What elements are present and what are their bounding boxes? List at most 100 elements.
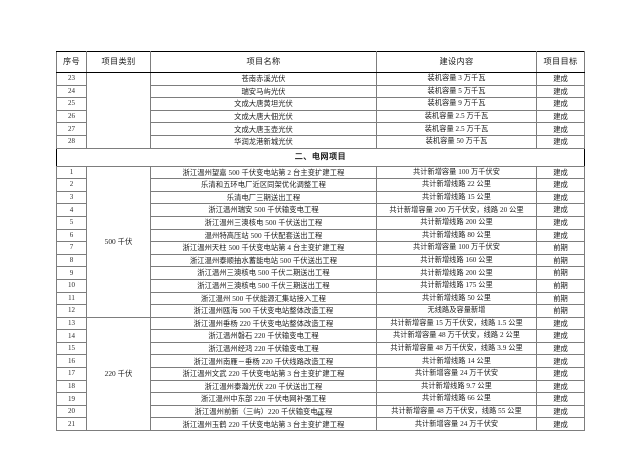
cell-project-goal: 建成 [536, 134, 585, 149]
cell-project-goal: 前期 [536, 241, 585, 255]
cell-construction-content: 装机容量 2.5 万千瓦 [376, 109, 537, 124]
cell-sequence: 11 [56, 291, 87, 306]
cell-project-goal: 建成 [536, 203, 585, 217]
cell-sequence: 21 [56, 417, 87, 432]
cell-sequence: 12 [56, 304, 87, 318]
cell-sequence: 8 [56, 253, 87, 268]
cell-sequence: 9 [56, 266, 87, 280]
cell-construction-content: 装机容量 3 万千瓦 [376, 72, 537, 86]
cell-project-name: 乐清和五环电厂近区同架优化调整工程 [150, 178, 377, 192]
cell-construction-content: 共计新增容量 100 万千伏安 [376, 165, 537, 180]
cell-sequence: 18 [56, 379, 87, 394]
cell-construction-content: 共计新增线路 9.7 公里 [376, 379, 537, 394]
cell-project-goal: 前期 [536, 266, 585, 280]
table-body: 23 苍南赤溪光伏 装机容量 3 万千瓦 建成 24 瑞安马屿光伏 装机容量 5 万千瓦 建成… [56, 72, 585, 432]
cell-project-name: 华润龙港新城光伏 [150, 134, 377, 149]
table-row: 13 220 千伏 浙江温州垂杨 220 千伏变电站整体改造工程 共计新增容量 15 … [56, 316, 585, 432]
column-header-construction-content: 建设内容 [376, 51, 537, 73]
cell-project-goal: 前期 [536, 304, 585, 318]
cell-project-goal: 建成 [536, 228, 585, 243]
table-row: 23 苍南赤溪光伏 装机容量 3 万千瓦 建成 [56, 72, 585, 149]
cell-project-name: 浙江温州南雁－垂杨 220 千伏线路改造工程 [150, 354, 377, 369]
table-row: 5 浙江温州三澳核电 500 千伏送出工程 共计新增线路 200 公里 建成 [56, 215, 585, 230]
cell-construction-content: 共计新增容量 15 万千伏安，线路 1.5 公里 [376, 316, 537, 331]
cell-project-goal: 建成 [536, 109, 585, 124]
cell-project-goal: 建成 [536, 316, 585, 331]
cell-project-goal: 建成 [536, 165, 585, 180]
cell-project-name: 浙江温州三澳核电 500 千伏二期送出工程 [150, 266, 377, 280]
cell-project-name: 文成大唐大佃光伏 [150, 109, 377, 124]
cell-construction-content: 共计新增线路 66 公里 [376, 392, 537, 406]
cell-project-goal: 建成 [536, 417, 585, 432]
cell-construction-content: 共计新增容量 24 万千伏安 [376, 417, 537, 432]
cell-project-goal: 建成 [536, 122, 585, 136]
table-row: 21 浙江温州玉鹤 220 千伏变电站第 3 台主变扩建工程 共计新增容量 24 万… [56, 417, 585, 432]
cell-construction-content: 共计新增线路 22 公里 [376, 178, 537, 192]
cell-project-name: 浙江温州文武 220 千伏变电站第 3 台主变扩建工程 [150, 367, 377, 381]
cell-sequence: 4 [56, 203, 87, 217]
cell-project-goal: 建成 [536, 367, 585, 381]
table-row: 12 浙江温州瓯海 500 千伏变电站整体改造工程 无线路及容量新增 前期 [56, 304, 585, 318]
cell-project-goal: 建成 [536, 379, 585, 394]
cell-construction-content: 共计新增容量 48 万千伏安，线路 3.9 公里 [376, 341, 537, 356]
column-header-project-name: 项目名称 [150, 51, 377, 73]
cell-project-name: 温州特高压站 500 千伏配套送出工程 [150, 228, 377, 243]
cell-project-goal: 建成 [536, 84, 585, 99]
cell-project-name: 浙江温州垂杨 220 千伏变电站整体改造工程 [150, 316, 377, 331]
cell-sequence: 28 [56, 134, 87, 149]
table-row: 8 浙江温州泰顺抽水蓄能电站 500 千伏送出工程 共计新增线路 160 公里 前期 [56, 253, 585, 268]
cell-sequence: 3 [56, 190, 87, 205]
cell-project-goal: 建成 [536, 190, 585, 205]
cell-sequence: 2 [56, 178, 87, 192]
cell-sequence: 10 [56, 278, 87, 293]
cell-sequence: 26 [56, 109, 87, 124]
table-row: 28 华润龙港新城光伏 装机容量 50 万千瓦 建成 [56, 134, 585, 149]
cell-construction-content: 共计新增线路 80 公里 [376, 228, 537, 243]
cell-project-name: 文成大唐黄坦光伏 [150, 97, 377, 111]
cell-sequence: 1 [56, 165, 87, 180]
cell-construction-content: 共计新增线路 200 公里 [376, 215, 537, 230]
cell-project-name: 瑞安马屿光伏 [150, 84, 377, 99]
cell-project-name: 浙江温州泰瀚光伏 220 千伏送出工程 [150, 379, 377, 394]
cell-sequence: 27 [56, 122, 87, 136]
cell-project-goal: 前期 [536, 291, 585, 306]
column-header-category: 项目类别 [86, 51, 151, 73]
column-header-sequence: 序号 [56, 51, 87, 73]
cell-construction-content: 共计新增容量 100 万千伏安 [376, 241, 537, 255]
cell-construction-content: 共计新增线路 160 公里 [376, 253, 537, 268]
cell-construction-content: 共计新增线路 175 公里 [376, 278, 537, 293]
cell-project-name: 浙江温州天柱 500 千伏变电站第 4 台主变扩建工程 [150, 241, 377, 255]
column-header-project-goal: 项目目标 [536, 51, 585, 73]
section-title-row: 二、电网项目 [56, 147, 585, 167]
cell-project-name: 浙江温州中东部 220 千伏电网补强工程 [150, 392, 377, 406]
cell-project-name: 浙江温州望嘉 500 千伏变电站第 2 台主变扩建工程 [150, 165, 377, 180]
cell-category: 500 千伏 [86, 165, 151, 318]
cell-sequence: 16 [56, 354, 87, 369]
cell-project-goal: 建成 [536, 72, 585, 86]
cell-project-goal: 建成 [536, 178, 585, 192]
cell-project-goal: 建成 [536, 329, 585, 343]
cell-sequence: 7 [56, 241, 87, 255]
cell-project-name: 浙江温州瑞安 500 千伏输变电工程 [150, 203, 377, 217]
table-row: 2 乐清和五环电厂近区同架优化调整工程 共计新增线路 22 公里 建成 [56, 178, 585, 192]
cell-construction-content: 共计新增线路 14 公里 [376, 354, 537, 369]
cell-sequence: 6 [56, 228, 87, 243]
cell-construction-content: 装机容量 5 万千瓦 [376, 84, 537, 99]
cell-project-goal: 建成 [536, 97, 585, 111]
cell-sequence: 19 [56, 392, 87, 406]
cell-sequence: 14 [56, 329, 87, 343]
project-table-container: 序号 项目类别 项目名称 建设内容 项目目标 23 苍南赤溪光伏 装机容量 3 万千… [56, 51, 585, 432]
cell-construction-content: 装机容量 9 万千瓦 [376, 97, 537, 111]
cell-project-name: 浙江温州泰顺抽水蓄能电站 500 千伏送出工程 [150, 253, 377, 268]
cell-sequence: 24 [56, 84, 87, 99]
table-row: 18 浙江温州泰瀚光伏 220 千伏送出工程 共计新增线路 9.7 公里 建成 [56, 379, 585, 394]
cell-construction-content: 共计新增容量 48 万千伏安，线路 2 公里 [376, 329, 537, 343]
table-row: 16 浙江温州南雁－垂杨 220 千伏线路改造工程 共计新增线路 14 公里 建成 [56, 354, 585, 369]
cell-project-name: 浙江温州三澳核电 500 千伏三期送出工程 [150, 278, 377, 293]
cell-construction-content: 共计新增容量 24 万千伏安 [376, 367, 537, 381]
cell-sequence: 13 [56, 316, 87, 331]
cell-project-name: 文成大唐玉壶光伏 [150, 122, 377, 136]
table-row: 17 浙江温州文武 220 千伏变电站第 3 台主变扩建工程 共计新增容量 24 万… [56, 367, 585, 381]
project-table: 序号 项目类别 项目名称 建设内容 项目目标 23 苍南赤溪光伏 装机容量 3 万千… [56, 51, 585, 432]
